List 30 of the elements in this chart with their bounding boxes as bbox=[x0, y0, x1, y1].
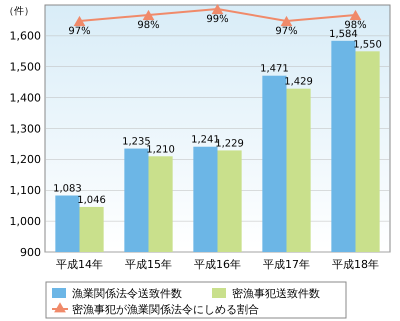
data-label: 98% bbox=[344, 20, 367, 31]
data-label: 1,046 bbox=[77, 194, 106, 206]
data-label: 97% bbox=[275, 26, 298, 37]
x-tick-label: 平成18年 bbox=[332, 258, 379, 271]
x-tick-label: 平成17年 bbox=[263, 258, 310, 271]
data-label: 1,229 bbox=[215, 138, 244, 150]
y-tick-label: 900 bbox=[20, 246, 41, 259]
y-tick-label: 1,000 bbox=[10, 214, 41, 228]
x-tick-label: 平成14年 bbox=[56, 258, 103, 271]
y-tick-label: 1,400 bbox=[10, 91, 41, 104]
y-tick-label: 1,200 bbox=[10, 153, 41, 166]
data-label: 1,584 bbox=[329, 28, 358, 40]
x-tick-label: 平成16年 bbox=[194, 258, 241, 271]
y-tick-label: 1,100 bbox=[10, 184, 41, 198]
legend-label: 密漁事犯が漁業関係法令にしめる割合 bbox=[72, 302, 259, 316]
legend-label: 密漁事犯送致件数 bbox=[232, 286, 320, 300]
x-tick-label: 平成15年 bbox=[125, 258, 172, 271]
data-label: 1,083 bbox=[53, 184, 82, 194]
y-tick-label: 1,600 bbox=[10, 30, 41, 43]
data-label: 1,210 bbox=[146, 144, 175, 156]
data-label: 1,550 bbox=[353, 39, 382, 50]
y-tick-label: 1,300 bbox=[10, 122, 41, 136]
y-tick-label: 1,500 bbox=[10, 60, 41, 74]
data-label: 99% bbox=[206, 14, 229, 25]
legend-label: 漁業関係法令送致件数 bbox=[72, 286, 182, 300]
data-label: 1,471 bbox=[260, 64, 289, 75]
data-label: 1,429 bbox=[284, 76, 313, 88]
data-label: 98% bbox=[137, 20, 160, 31]
y-axis-title: （件） bbox=[4, 6, 34, 17]
data-label: 97% bbox=[68, 26, 91, 37]
